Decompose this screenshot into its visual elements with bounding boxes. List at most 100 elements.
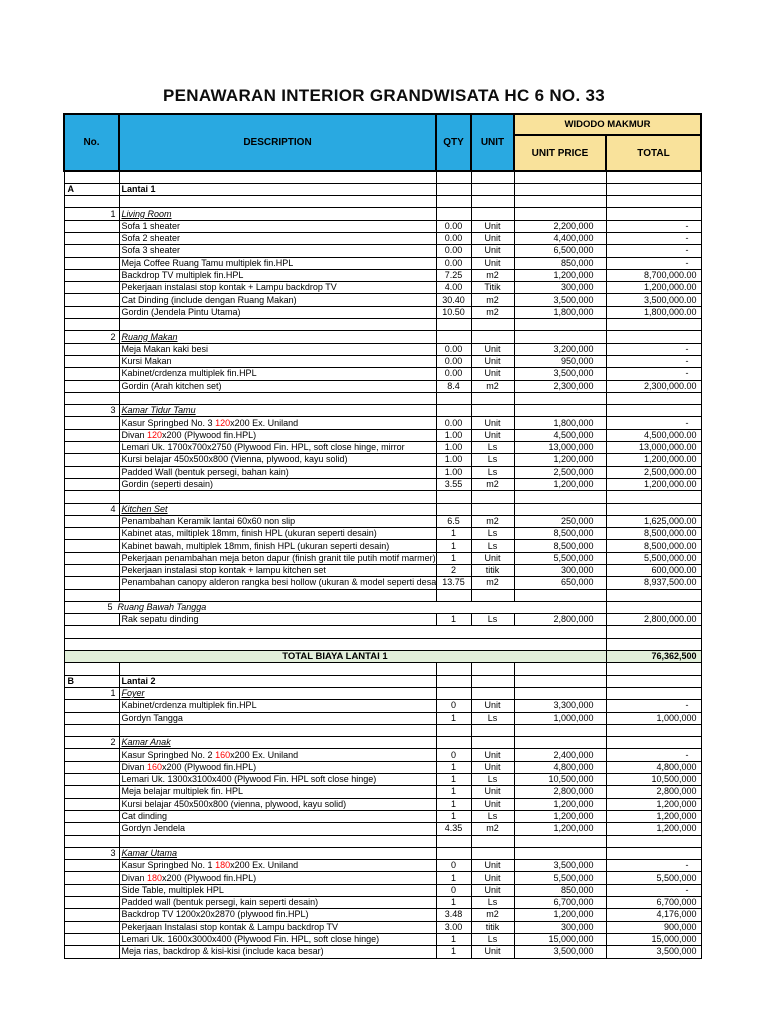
- table-row: Kasur Springbed No. 2 160x200 Ex. Unilan…: [63, 748, 702, 762]
- empty-cell-total: [605, 637, 702, 652]
- empty-cell-price: [513, 391, 607, 406]
- description-text: x200 (Plywood fin.HPL): [162, 429, 257, 440]
- item-unit: Unit: [470, 428, 515, 443]
- item-total: -: [605, 699, 702, 713]
- empty-cell-unit: [470, 846, 515, 861]
- item-unit-price: 2,200,000: [513, 219, 607, 233]
- item-total: -: [605, 342, 702, 356]
- item-description: Pekerjaan instalasi stop kontak + lampu …: [118, 563, 437, 578]
- item-total: -: [605, 219, 702, 233]
- section-row: B Lantai 2: [63, 674, 702, 688]
- item-qty: 3.55: [435, 477, 472, 492]
- description-text: x200 Ex. Uniland: [230, 860, 299, 871]
- item-description: Kasur Springbed No. 1 180x200 Ex. Unilan…: [118, 859, 437, 873]
- item-total: 8,937,500.00: [605, 576, 702, 590]
- item-total: 3,500,000.00: [605, 293, 702, 307]
- item-no-cell: [63, 416, 120, 430]
- table-header: No. DESCRIPTION QTY UNIT WIDODO MAKMUR U…: [63, 113, 703, 172]
- group-title-cell: Kamar Anak: [118, 736, 437, 750]
- group-title: Ruang Bawah Tangga: [117, 602, 207, 613]
- item-unit: Unit: [470, 748, 515, 762]
- item-no-cell: [63, 859, 120, 873]
- item-description: Pekerjaan instalasi stop kontak + Lampu …: [118, 281, 437, 295]
- item-qty: 0.00: [435, 256, 472, 270]
- empty-cell-qty: [435, 662, 472, 676]
- empty-cell-price: [513, 846, 607, 861]
- item-unit: Unit: [470, 859, 515, 873]
- item-no-cell: [63, 613, 120, 627]
- group-number: 1: [63, 207, 120, 221]
- item-unit: Ls: [470, 896, 515, 910]
- item-description: Meja rias, backdrop & kisi-kisi (include…: [118, 945, 437, 959]
- item-unit-price: 1,200,000: [513, 268, 607, 283]
- item-qty: 3.48: [435, 908, 472, 922]
- item-qty: 0.00: [435, 354, 472, 369]
- table-row: Kabinet bawah, multiplek 18mm, finish HP…: [63, 539, 702, 553]
- empty-cell-total: [605, 330, 702, 344]
- item-total: -: [605, 748, 702, 762]
- item-unit-price: 8,500,000: [513, 539, 607, 553]
- item-unit: m2: [470, 908, 515, 922]
- header-row-2: UNIT PRICE TOTAL: [64, 134, 703, 172]
- empty-cell-total: [605, 490, 702, 504]
- empty-cell-total: [605, 170, 702, 184]
- table-row: Penambahan canopy alderon rangka besi ho…: [63, 576, 702, 590]
- item-qty: 1: [435, 773, 472, 787]
- item-unit: Unit: [470, 354, 515, 369]
- empty-cell-qty: [435, 195, 472, 209]
- item-unit: Ls: [470, 527, 515, 541]
- item-no-cell: [63, 256, 120, 270]
- item-total: -: [605, 416, 702, 430]
- empty-cell-total: [605, 182, 702, 197]
- empty-cell-unit: [470, 736, 515, 750]
- item-unit-price: 8,500,000: [513, 527, 607, 541]
- item-unit: Unit: [470, 883, 515, 898]
- item-qty: 1: [435, 527, 472, 541]
- item-no-cell: [63, 748, 120, 762]
- blank-separator-row: [63, 625, 702, 639]
- column-header-description: DESCRIPTION: [118, 113, 437, 172]
- table-row: Divan 120x200 (Plywood fin.HPL) 1.00 Unit 4…: [63, 428, 702, 443]
- item-total: 5,500,000: [605, 871, 702, 885]
- empty-cell-unit: [470, 170, 515, 184]
- empty-cell-no: [63, 490, 120, 504]
- empty-cell-price: [513, 674, 607, 688]
- table-row: Meja rias, backdrop & kisi-kisi (include…: [63, 945, 702, 959]
- blank-row: [63, 318, 702, 332]
- item-unit-price: 4,800,000: [513, 760, 607, 775]
- item-unit-price: 3,500,000: [513, 945, 607, 959]
- item-total: 8,500,000.00: [605, 539, 702, 553]
- empty-cell-total: [605, 736, 702, 750]
- empty-cell-price: [513, 834, 607, 848]
- item-qty: 2: [435, 563, 472, 578]
- table-row: Lemari Uk. 1300x3100x400 (Plywood Fin. H…: [63, 773, 702, 787]
- item-description: Kasur Springbed No. 3 120x200 Ex. Unilan…: [118, 416, 437, 430]
- column-header-total: TOTAL: [604, 134, 703, 172]
- empty-cell-desc: [118, 723, 437, 738]
- item-no-cell: [63, 539, 120, 553]
- empty-cell-qty: [435, 846, 472, 861]
- item-no-cell: [63, 244, 120, 258]
- table-row: Kasur Springbed No. 1 180x200 Ex. Unilan…: [63, 859, 702, 873]
- item-total: -: [605, 256, 702, 270]
- item-unit: titik: [470, 920, 515, 934]
- group-row: 1 Living Room: [63, 207, 702, 221]
- item-unit-price: 4,400,000: [513, 231, 607, 246]
- table-row: Kabinet atas, miltiplek 18mm, finish HPL…: [63, 527, 702, 541]
- group-title-cell: Kitchen Set: [118, 502, 437, 516]
- item-qty: 1: [435, 613, 472, 627]
- item-description: Meja Makan kaki besi: [118, 342, 437, 356]
- item-total: 900,000: [605, 920, 702, 934]
- item-total: 1,200,000.00: [605, 453, 702, 467]
- item-no-cell: [63, 773, 120, 787]
- group-title: Kamar Anak: [121, 737, 171, 748]
- item-no-cell: [63, 908, 120, 922]
- item-description: Lemari Uk. 1700x700x2750 (Plywood Fin. H…: [118, 441, 437, 455]
- table-row: Divan 160x200 (Plywood fin.HPL) 1 Unit 4,80…: [63, 760, 702, 775]
- empty-cell-unit: [470, 182, 515, 197]
- item-description: Gordin (seperti desain): [118, 477, 437, 492]
- item-no-cell: [63, 699, 120, 713]
- grand-total-row: TOTAL BIAYA LANTAI 1 76,362,500: [63, 650, 702, 664]
- empty-cell-total: [605, 846, 702, 861]
